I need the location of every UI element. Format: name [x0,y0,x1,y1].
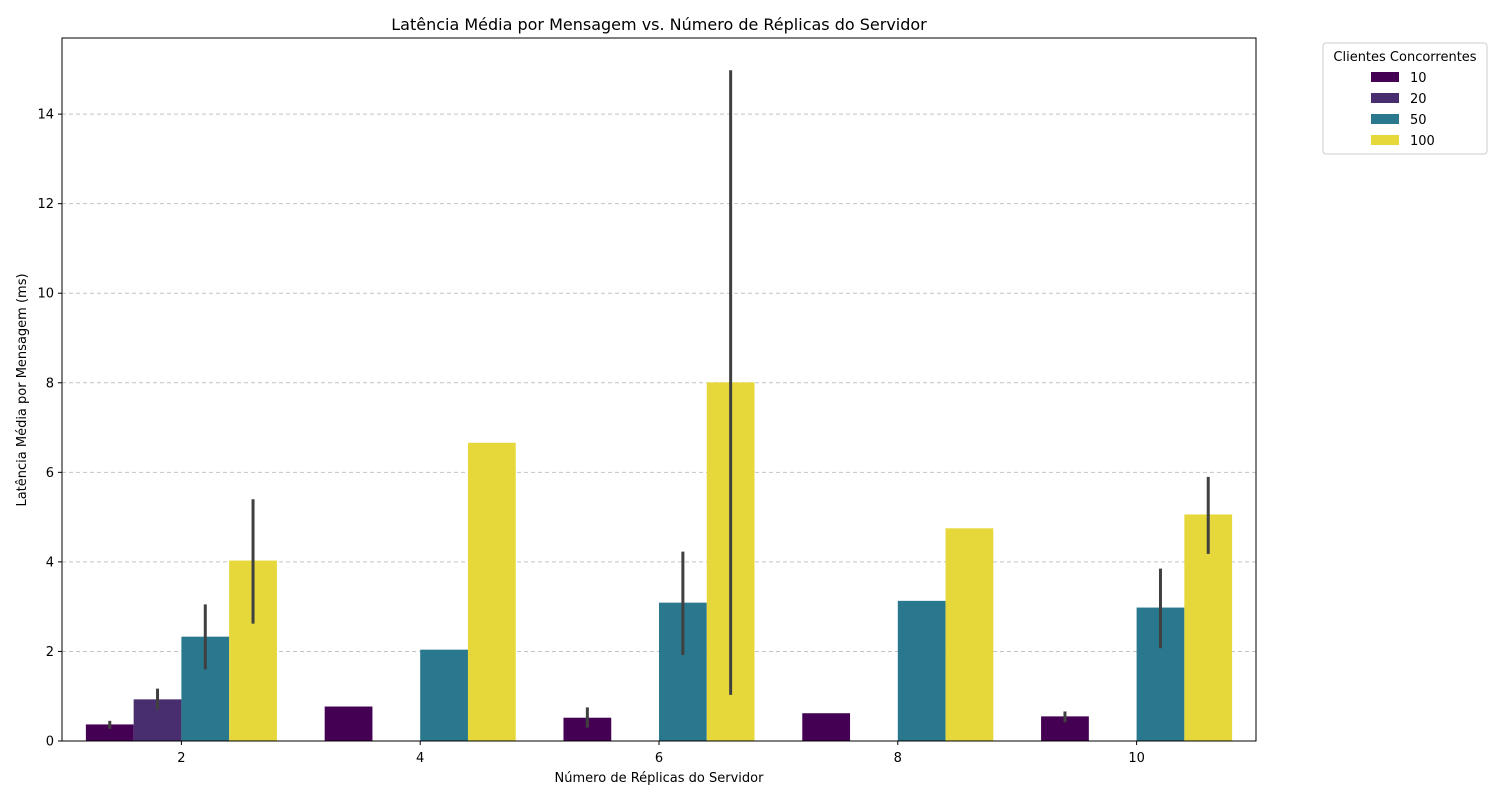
legend-label: 10 [1410,71,1427,86]
legend-title: Clientes Concorrentes [1333,50,1476,65]
bar [467,442,516,741]
y-tick-label: 14 [37,108,54,123]
x-axis-label: Número de Réplicas do Servidor [555,771,765,786]
x-tick-label: 8 [894,751,902,766]
bar [324,706,373,741]
bar [85,724,134,741]
x-tick-label: 10 [1128,751,1145,766]
bar [802,713,851,741]
legend-label: 50 [1410,113,1427,128]
legend-label: 100 [1410,134,1435,149]
y-tick-label: 12 [37,197,54,212]
y-tick-label: 10 [37,287,54,302]
bar [945,528,994,741]
x-tick-label: 4 [416,751,424,766]
legend-label: 20 [1410,92,1427,107]
legend: Clientes Concorrentes 10 20 50 100 [1322,42,1488,155]
legend-swatch [1371,93,1399,103]
bar [897,600,946,741]
y-tick-label: 4 [46,555,54,570]
y-axis: 0 2 4 6 8 10 12 14 [37,108,62,750]
x-tick-label: 6 [655,751,663,766]
legend-swatch [1371,72,1399,82]
legend-frame [1322,42,1488,155]
error-bars [108,70,1210,729]
y-tick-label: 6 [46,466,54,481]
bar [563,717,612,741]
y-tick-label: 0 [46,735,54,750]
y-tick-label: 2 [46,645,54,660]
x-axis: 2 4 6 8 10 [177,741,1145,766]
legend-swatch [1371,135,1399,145]
y-tick-label: 8 [46,376,54,391]
chart-title: Latência Média por Mensagem vs. Número d… [391,15,927,34]
bar [420,649,468,741]
x-tick-label: 2 [177,751,185,766]
y-axis-label: Latência Média por Mensagem (ms) [15,273,30,506]
legend-swatch [1371,114,1399,124]
